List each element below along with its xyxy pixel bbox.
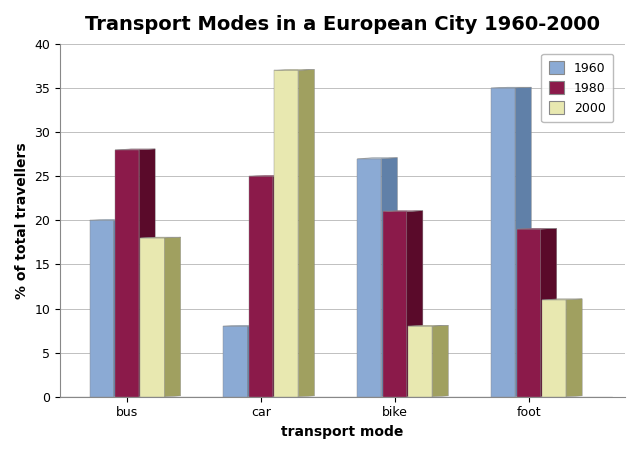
Polygon shape bbox=[298, 69, 314, 397]
Polygon shape bbox=[541, 228, 557, 397]
Polygon shape bbox=[115, 149, 155, 150]
Title: Transport Modes in a European City 1960-2000: Transport Modes in a European City 1960-… bbox=[85, 15, 600, 34]
Polygon shape bbox=[407, 211, 423, 397]
Polygon shape bbox=[516, 228, 557, 229]
Bar bbox=[516, 229, 541, 397]
Bar bbox=[223, 326, 248, 397]
Y-axis label: % of total travellers: % of total travellers bbox=[15, 142, 29, 299]
Polygon shape bbox=[273, 175, 289, 397]
Polygon shape bbox=[491, 87, 531, 88]
Bar bbox=[115, 150, 139, 397]
Bar bbox=[90, 220, 114, 397]
Bar bbox=[542, 300, 566, 397]
Bar bbox=[383, 212, 407, 397]
Bar bbox=[357, 158, 381, 397]
Polygon shape bbox=[542, 299, 582, 300]
Polygon shape bbox=[248, 326, 264, 397]
Polygon shape bbox=[515, 87, 531, 397]
Polygon shape bbox=[140, 237, 180, 238]
Bar bbox=[249, 176, 273, 397]
X-axis label: transport mode: transport mode bbox=[282, 425, 404, 439]
Bar bbox=[408, 326, 432, 397]
Polygon shape bbox=[566, 299, 582, 397]
Legend: 1960, 1980, 2000: 1960, 1980, 2000 bbox=[541, 54, 613, 122]
Polygon shape bbox=[114, 219, 130, 397]
Polygon shape bbox=[275, 69, 314, 70]
Bar bbox=[275, 70, 298, 397]
Polygon shape bbox=[249, 175, 289, 176]
Polygon shape bbox=[139, 149, 155, 397]
Bar bbox=[140, 238, 164, 397]
Polygon shape bbox=[432, 326, 448, 397]
Polygon shape bbox=[164, 237, 180, 397]
Bar bbox=[491, 88, 515, 397]
Polygon shape bbox=[381, 158, 397, 397]
Polygon shape bbox=[90, 219, 130, 220]
Polygon shape bbox=[383, 211, 423, 212]
